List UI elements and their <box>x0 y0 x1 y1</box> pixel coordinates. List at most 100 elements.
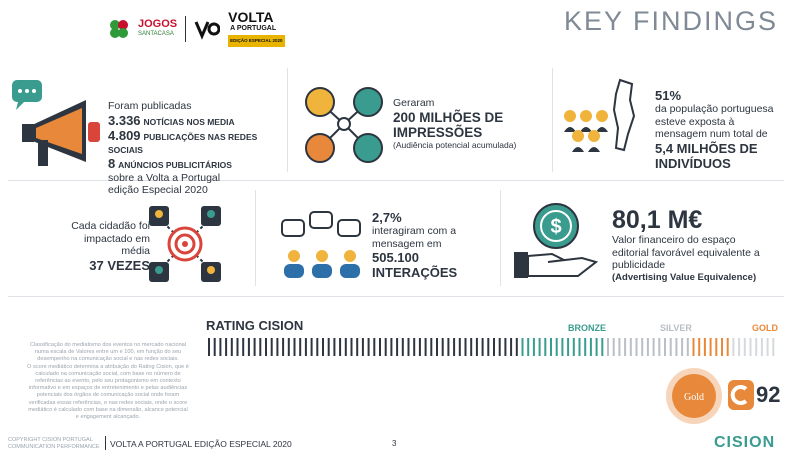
gold-label: GOLD <box>752 323 778 333</box>
svg-text:$: $ <box>550 216 561 238</box>
rating-tick <box>333 338 336 356</box>
rating-tick <box>373 338 376 356</box>
rating-tick <box>612 338 615 356</box>
rating-tick <box>698 338 701 356</box>
rating-tick <box>270 338 273 356</box>
jogos-logo: JOGOS SANTACASA <box>138 18 178 38</box>
rating-tick <box>236 338 239 356</box>
rating-tick <box>504 338 507 356</box>
rating-tick <box>578 338 581 356</box>
rating-tick <box>287 338 290 356</box>
rating-tick <box>299 338 302 356</box>
page-number: 3 <box>392 439 397 448</box>
rating-tick <box>413 338 416 356</box>
rating-tick <box>447 338 450 356</box>
rating-tick <box>567 338 570 356</box>
rating-tick <box>669 338 672 356</box>
rating-tick <box>709 338 712 356</box>
rating-tick <box>293 338 296 356</box>
rating-tick <box>510 338 513 356</box>
col-divider <box>255 190 256 286</box>
rating-tick <box>743 338 746 356</box>
rating-tick <box>458 338 461 356</box>
rating-tick <box>635 338 638 356</box>
rating-tick <box>721 338 723 356</box>
rating-tick <box>561 338 564 356</box>
bronze-label: BRONZE <box>568 323 606 333</box>
rating-tick <box>498 338 501 356</box>
silver-label: SILVER <box>660 323 692 333</box>
rating-note: Classificação do mediatismo dos eventos … <box>27 342 189 421</box>
rating-tick <box>361 338 364 356</box>
rating-tick <box>572 338 575 356</box>
rating-tick <box>584 338 587 356</box>
rating-tick <box>732 338 735 356</box>
row-divider <box>8 180 784 181</box>
rating-tick <box>607 338 609 356</box>
rating-tick <box>379 338 381 356</box>
rating-tick <box>624 338 627 356</box>
rating-tick <box>527 338 530 356</box>
rating-tick <box>453 338 456 356</box>
rating-tick <box>715 338 718 356</box>
network-people-icon <box>305 87 383 163</box>
rating-tick <box>424 338 427 356</box>
chat-people-icon <box>281 211 361 278</box>
rating-tick <box>664 338 666 356</box>
rating-tick <box>703 338 706 356</box>
rating-tick <box>532 338 535 356</box>
rating-tick <box>230 338 233 356</box>
rating-tick <box>493 338 495 356</box>
rating-tick <box>436 338 438 356</box>
volta-logo-icon <box>194 21 221 40</box>
rating-tick <box>726 338 729 356</box>
gold-badge-icon: Gold <box>666 368 722 424</box>
rating-tick <box>356 338 359 356</box>
rating-tick <box>595 338 598 356</box>
rating-tick <box>265 338 267 356</box>
rating-tick <box>749 338 752 356</box>
rating-tick <box>344 338 347 356</box>
col-divider <box>500 190 501 286</box>
col-divider <box>287 68 288 172</box>
volta-logo: VOLTA A PORTUGAL EDIÇÃO ESPECIAL 2020 <box>228 10 285 47</box>
rating-tick <box>219 338 222 356</box>
rating-tick <box>441 338 444 356</box>
rating-tick <box>675 338 678 356</box>
rating-tick <box>390 338 393 356</box>
rating-tick <box>225 338 228 356</box>
block-value: 80,1 M€ Valor financeiro do espaço edito… <box>612 206 760 283</box>
rating-tick <box>384 338 387 356</box>
rating-tick <box>544 338 547 356</box>
block-population: 51% da população portuguesa esteve expos… <box>655 88 774 171</box>
rating-tick <box>681 338 684 356</box>
rating-tick <box>772 338 775 356</box>
rating-tick <box>589 338 592 356</box>
rating-tick <box>646 338 649 356</box>
badge-label: Gold <box>684 392 704 403</box>
rating-tick <box>253 338 256 356</box>
rating-tick <box>310 338 313 356</box>
rating-score: 92 <box>756 382 781 407</box>
cision-c-icon <box>728 380 754 410</box>
rating-tick <box>418 338 421 356</box>
rating-tick <box>242 338 245 356</box>
rating-tick <box>304 338 307 356</box>
rating-tick <box>350 338 353 356</box>
block-publications: Foram publicadas 3.336 NOTÍCIAS NOS MEDI… <box>108 100 258 196</box>
rating-tick <box>367 338 370 356</box>
rating-tick <box>470 338 473 356</box>
rating-tick <box>618 338 621 356</box>
rating-tick <box>738 338 741 356</box>
rating-tick <box>282 338 285 356</box>
rating-tick <box>538 338 541 356</box>
block-interactions: 2,7% interagiram com a mensagem em 505.1… <box>372 210 458 280</box>
rating-scale-bar <box>208 338 775 356</box>
rating-tick <box>755 338 758 356</box>
rating-tick <box>760 338 763 356</box>
rating-tick <box>396 338 399 356</box>
rating-tick <box>521 338 524 356</box>
rating-tick <box>515 338 518 356</box>
footer-event: VOLTA A PORTUGAL EDIÇÃO ESPECIAL 2020 <box>110 439 292 449</box>
page-title: KEY FINDINGS <box>563 6 778 36</box>
